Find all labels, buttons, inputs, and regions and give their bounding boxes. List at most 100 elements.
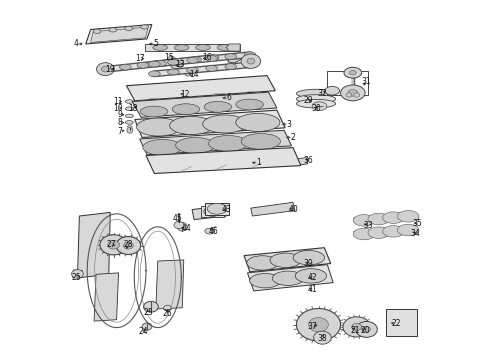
Ellipse shape [354,93,360,97]
Ellipse shape [356,321,377,337]
Polygon shape [354,212,418,224]
Polygon shape [226,44,240,51]
Ellipse shape [206,55,218,61]
Text: 23: 23 [143,308,153,317]
Ellipse shape [368,227,390,238]
Text: 8: 8 [118,118,122,127]
Ellipse shape [296,95,336,103]
Ellipse shape [241,134,281,149]
Ellipse shape [363,327,370,332]
Text: 40: 40 [288,205,298,214]
Ellipse shape [93,29,101,33]
Polygon shape [135,110,285,138]
Polygon shape [228,58,241,63]
Polygon shape [156,260,184,309]
Ellipse shape [141,25,148,29]
Ellipse shape [295,269,327,283]
Text: 18: 18 [128,104,138,113]
Ellipse shape [143,139,182,155]
Text: 43: 43 [221,205,231,214]
Ellipse shape [216,94,225,101]
Ellipse shape [125,107,133,111]
Polygon shape [140,130,292,155]
Ellipse shape [312,102,327,111]
Ellipse shape [270,253,301,267]
Text: 34: 34 [411,229,420,238]
Ellipse shape [164,305,171,311]
Ellipse shape [153,45,168,50]
Polygon shape [146,148,301,174]
Ellipse shape [293,251,324,265]
Ellipse shape [272,271,304,285]
Text: 25: 25 [71,273,81,282]
Ellipse shape [127,127,133,133]
Ellipse shape [120,64,131,70]
Ellipse shape [123,242,133,249]
Ellipse shape [296,309,341,341]
Text: 6: 6 [227,94,232,102]
Ellipse shape [205,228,215,234]
Ellipse shape [174,221,184,229]
Ellipse shape [247,58,255,64]
Ellipse shape [148,61,160,67]
Text: 11: 11 [113,97,122,106]
Ellipse shape [352,323,362,330]
Text: 46: 46 [208,227,218,236]
Text: 21: 21 [350,326,360,335]
Ellipse shape [397,224,419,236]
Text: 36: 36 [304,156,314,165]
Ellipse shape [208,135,247,151]
Text: 29: 29 [304,96,314,105]
Text: 31: 31 [362,77,371,85]
Ellipse shape [353,228,375,240]
Ellipse shape [168,57,175,61]
Text: 44: 44 [181,224,191,233]
Ellipse shape [97,63,114,76]
Ellipse shape [137,62,149,68]
Ellipse shape [127,126,132,128]
Ellipse shape [155,60,166,66]
Polygon shape [354,226,418,238]
Ellipse shape [314,331,331,344]
Polygon shape [132,92,277,117]
Polygon shape [192,206,226,220]
Text: 5: 5 [153,40,158,49]
Ellipse shape [244,62,256,68]
Ellipse shape [100,235,127,255]
Ellipse shape [168,59,179,65]
Ellipse shape [125,100,133,103]
Text: 1: 1 [256,158,261,167]
Ellipse shape [108,240,120,249]
Text: 17: 17 [135,54,145,63]
Ellipse shape [203,115,247,133]
Polygon shape [91,27,148,42]
Bar [386,309,416,336]
Bar [205,203,229,215]
Text: 15: 15 [164,53,174,62]
Text: 14: 14 [189,71,198,79]
Ellipse shape [348,90,358,96]
Text: 4: 4 [74,40,78,49]
Bar [327,71,368,95]
Ellipse shape [172,59,184,64]
Text: 7: 7 [118,127,122,136]
Ellipse shape [368,213,390,225]
Text: 22: 22 [391,320,401,328]
Ellipse shape [137,118,181,136]
Polygon shape [247,265,333,291]
Ellipse shape [142,323,152,330]
Ellipse shape [172,104,199,114]
Polygon shape [126,76,275,101]
Text: 41: 41 [308,285,318,294]
Ellipse shape [187,58,198,63]
Polygon shape [145,44,240,51]
Ellipse shape [72,270,83,278]
Ellipse shape [225,54,237,59]
Ellipse shape [344,67,362,78]
Ellipse shape [109,28,117,32]
Text: 20: 20 [360,326,370,335]
Text: 19: 19 [105,65,115,74]
Text: 12: 12 [180,90,190,99]
Polygon shape [86,24,152,44]
Text: 32: 32 [318,89,327,98]
